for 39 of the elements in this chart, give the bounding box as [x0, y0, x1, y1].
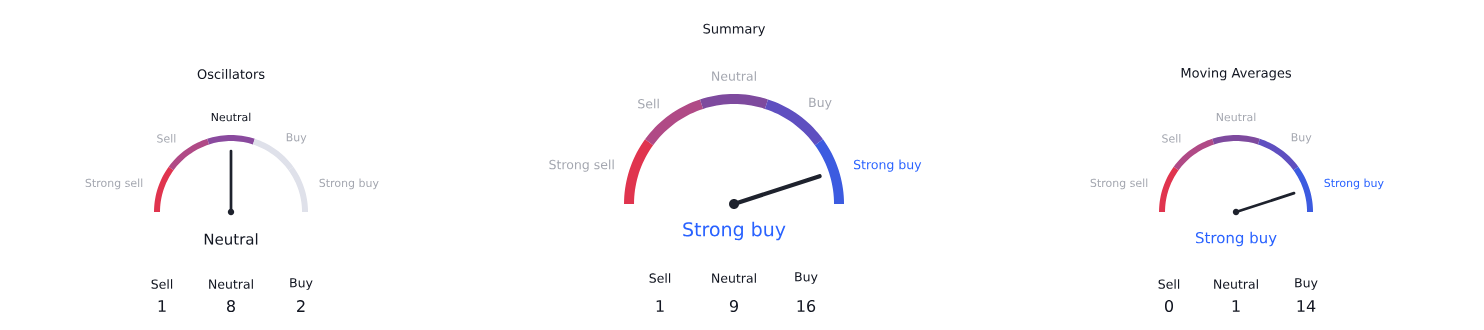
- text: 1: [158, 300, 166, 312]
- slice-label: Neutral: [712, 71, 756, 81]
- chart-title: Oscillators: [197, 68, 265, 80]
- text: 9: [729, 299, 738, 313]
- slice-label: Strong buy: [853, 159, 922, 172]
- slice-label: Buy: [809, 97, 832, 110]
- text: 1: [656, 300, 664, 312]
- slice-label: Sell: [638, 98, 659, 109]
- text: 1: [1232, 300, 1240, 312]
- text: 16: [797, 299, 816, 313]
- slice-label: Strong sell: [85, 178, 143, 190]
- text: Neutral: [204, 233, 258, 245]
- text: Sell: [151, 279, 173, 289]
- text: 8: [227, 299, 235, 313]
- slice-label: Strong buy: [319, 178, 379, 190]
- text: Strong buy: [1195, 231, 1277, 247]
- slice-label: Strong sell: [549, 159, 614, 172]
- chart-title: Summary: [703, 23, 766, 37]
- text: Buy: [1295, 278, 1318, 290]
- text: Neutral: [712, 273, 756, 283]
- slice-label: Sell: [1162, 134, 1181, 143]
- text: Neutral: [209, 279, 253, 289]
- text: Sell: [1158, 279, 1180, 289]
- text: Sell: [649, 273, 671, 283]
- chart-title: Moving Averages: [1181, 67, 1292, 81]
- text: 14: [1297, 300, 1316, 312]
- text: Buy: [290, 278, 313, 290]
- text: Neutral: [1214, 279, 1258, 289]
- slice-label: Strong buy: [1324, 178, 1384, 190]
- slice-label: Buy: [286, 133, 307, 144]
- text: Strong buy: [683, 221, 786, 241]
- text: Buy: [795, 272, 818, 284]
- slice-label: Buy: [1291, 133, 1312, 144]
- slice-label: Sell: [157, 134, 176, 143]
- text: 0: [1164, 299, 1174, 313]
- text: 2: [297, 300, 305, 312]
- slice-label: Neutral: [211, 112, 251, 122]
- slice-label: Neutral: [1216, 112, 1256, 122]
- slice-label: Strong sell: [1090, 178, 1148, 190]
